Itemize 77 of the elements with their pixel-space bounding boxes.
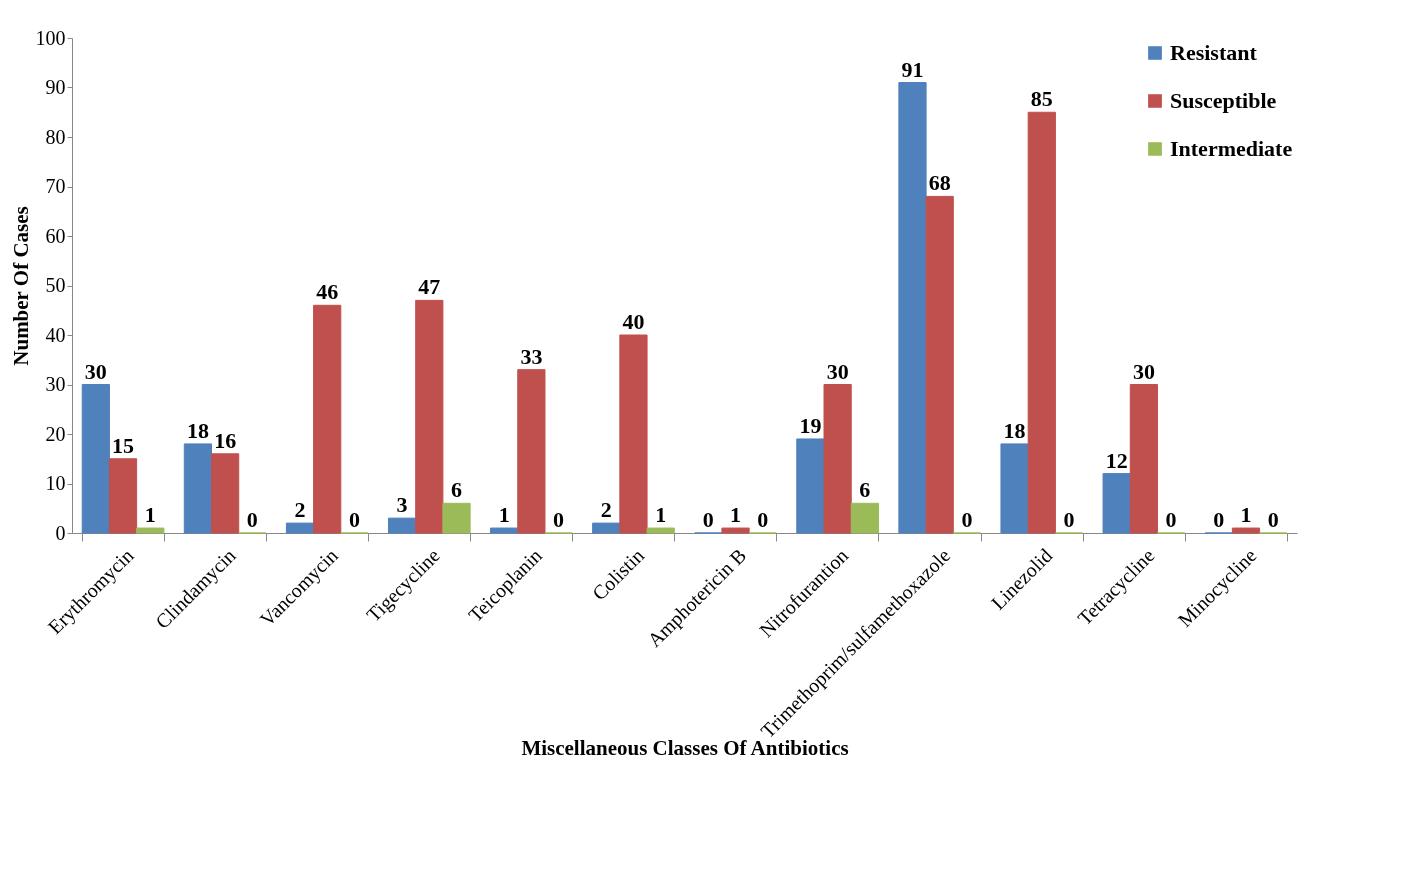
data-label: 3 [396,492,408,518]
data-label: 1 [655,502,667,528]
y-tick-label: 10 [45,472,66,494]
bar [592,522,621,534]
bar [1102,473,1131,534]
data-label: 1 [1240,502,1252,528]
y-tick-label: 70 [45,175,66,197]
bar [1027,111,1056,534]
bar [136,527,165,534]
y-tick-label: 80 [45,125,66,148]
data-label: 6 [451,477,463,503]
y-tick-label: 20 [45,422,66,445]
bar [619,334,648,534]
y-tick-label: 60 [45,224,66,247]
bar [898,82,927,534]
data-label: 30 [84,358,107,384]
data-label: 16 [214,427,237,453]
data-label: 0 [246,507,258,532]
bar [183,443,213,534]
bar [211,453,240,534]
data-label: 47 [418,274,441,300]
data-label: 0 [1267,507,1279,532]
bar [1000,443,1029,534]
data-label: 0 [702,507,714,532]
legend-label: Intermediate [1170,136,1293,161]
bar [81,384,110,534]
data-label: 18 [186,417,209,443]
data-label: 30 [826,358,849,384]
bar [925,195,954,534]
bar [415,299,444,534]
data-label: 0 [348,507,360,532]
bar [108,458,138,534]
bar [721,527,750,534]
bar [387,517,417,534]
data-label: 46 [316,279,339,305]
y-axis-title: Number Of Cases [8,206,33,366]
bar [646,527,675,534]
data-label: 0 [1063,507,1075,532]
y-tick-label: 0 [55,521,66,544]
bar [490,527,519,534]
legend-label: Susceptible [1170,88,1277,113]
y-tick-label: 30 [45,373,66,395]
bar [823,384,852,534]
data-label: 12 [1105,447,1128,473]
legend-label: Resistant [1170,40,1258,65]
data-label: 15 [112,432,135,458]
data-label: 0 [1165,507,1177,532]
data-label: 30 [1132,358,1155,384]
bar [850,502,879,534]
data-label: 1 [730,502,742,528]
bar [1231,527,1261,534]
y-tick-label: 40 [45,323,66,346]
data-label: 0 [553,507,565,532]
data-label: 18 [1003,417,1026,443]
bar [285,522,315,534]
y-tick-label: 90 [45,76,66,98]
y-tick-label: 50 [45,274,66,296]
bar [442,502,471,534]
y-tick-label: 100 [35,26,66,49]
data-label: 91 [901,56,924,82]
data-label: 33 [520,343,543,369]
bar [313,304,342,534]
bar [796,438,825,534]
data-label: 1 [144,502,156,528]
bar [517,369,546,534]
data-label: 2 [294,497,306,523]
data-label: 0 [961,507,973,532]
data-label: 6 [859,477,871,503]
data-label: 19 [799,412,822,438]
data-label: 1 [498,502,510,528]
data-label: 2 [600,497,612,523]
data-label: 68 [928,170,951,196]
bar [1129,384,1158,534]
data-label: 0 [1213,507,1225,532]
data-label: 40 [622,309,645,334]
data-label: 85 [1030,86,1053,112]
data-label: 0 [757,507,769,532]
